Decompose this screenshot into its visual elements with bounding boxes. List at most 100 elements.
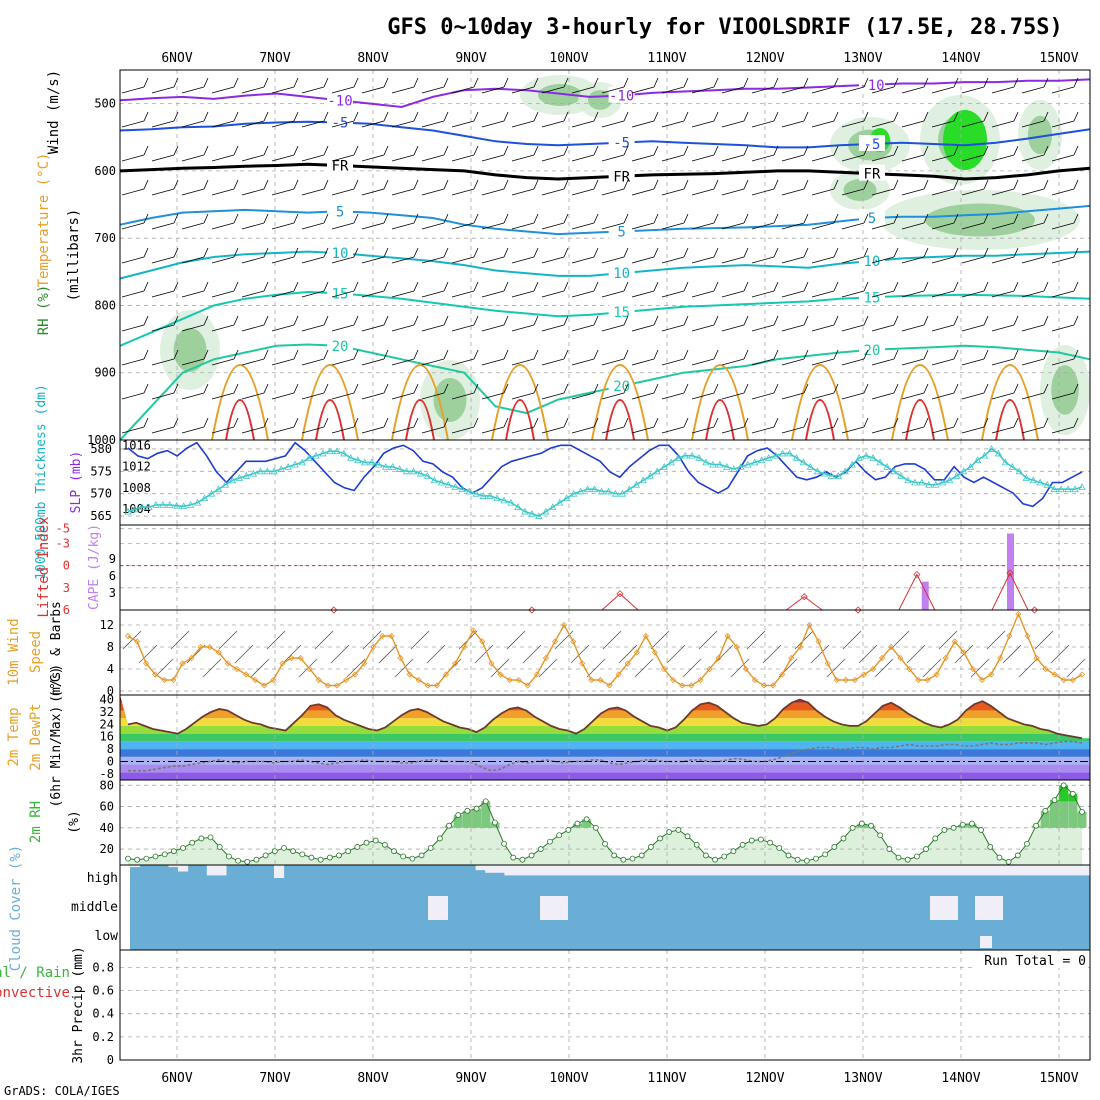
lifted-index-marker xyxy=(330,606,338,614)
wind-barb xyxy=(721,188,745,196)
wind-barb xyxy=(121,222,145,230)
thickness-marker xyxy=(1015,467,1024,475)
lifted-index-tick-label: 0 xyxy=(63,559,70,573)
wind-barb xyxy=(233,315,239,326)
wind-barb xyxy=(773,179,779,190)
lifted-index-marker xyxy=(913,570,921,579)
wind-speed-marker xyxy=(370,643,377,651)
wind-barb xyxy=(893,417,899,428)
contour-label: FR xyxy=(613,169,630,185)
wind-barb xyxy=(211,392,235,400)
wind-barb xyxy=(151,120,175,128)
series-line xyxy=(127,441,1083,508)
wind-barb xyxy=(781,392,805,400)
temperature-tick-label: 0 xyxy=(107,754,114,768)
cloud-gap-high xyxy=(754,865,765,876)
thickness-marker xyxy=(959,467,968,475)
wind-barb xyxy=(323,77,329,88)
date-label-top: 11NOV xyxy=(647,51,686,66)
wind-barb xyxy=(803,111,809,122)
cloud-gap-high xyxy=(811,865,822,876)
wind-barb xyxy=(143,349,149,360)
surface-wind-barb xyxy=(634,658,654,678)
contour-label: -5 xyxy=(864,137,881,153)
wind-barb xyxy=(1051,256,1075,264)
wind-barb xyxy=(563,179,569,190)
wind-barb xyxy=(1043,417,1049,428)
wind-speed-marker xyxy=(978,676,986,684)
wind-barb xyxy=(713,315,719,326)
cape-bar xyxy=(1007,533,1014,610)
wind-barb xyxy=(1073,111,1079,122)
rh-marker xyxy=(923,846,929,852)
wind-barb xyxy=(203,281,209,292)
wind-barb xyxy=(331,324,355,332)
cloud-layer-label: middle xyxy=(71,900,118,915)
wind-barb xyxy=(571,324,595,332)
thickness-marker xyxy=(688,451,696,459)
rh-marker xyxy=(400,853,407,860)
temperature-contour xyxy=(119,343,1091,441)
wind-barb xyxy=(983,417,989,428)
wind-barb xyxy=(121,324,145,332)
rh-tick-label: 60 xyxy=(100,800,114,814)
wind-speed-marker xyxy=(1006,632,1013,640)
wind-speed-marker xyxy=(188,654,195,662)
wind-speed-marker xyxy=(279,660,286,667)
wind-barb xyxy=(541,392,565,400)
wind-barb xyxy=(713,417,719,428)
surface-wind-barb xyxy=(522,644,542,664)
wind-barb xyxy=(1051,222,1075,230)
wind-barb xyxy=(473,213,479,224)
wind-barb xyxy=(713,179,719,190)
wind-barb xyxy=(623,281,629,292)
thickness-marker xyxy=(834,471,842,479)
wind-barb xyxy=(563,417,569,428)
wind-speed-marker xyxy=(888,643,895,651)
lifted-index-marker xyxy=(1030,606,1039,614)
wind-barb xyxy=(563,145,569,156)
wind-barb xyxy=(571,222,595,230)
rh-shading xyxy=(587,90,613,110)
thickness-marker xyxy=(298,458,306,466)
thickness-marker xyxy=(632,480,641,488)
wind-barb xyxy=(721,426,745,434)
wind-barb xyxy=(331,426,355,434)
contour-label-bg xyxy=(608,264,635,281)
wind-barb xyxy=(271,86,295,94)
wind-barb xyxy=(203,349,209,360)
wind-tick-label: 4 xyxy=(107,662,114,676)
contour-label-bg xyxy=(858,340,885,357)
wind-barb xyxy=(263,417,269,428)
wind-barb xyxy=(503,145,509,156)
warm-isotherm xyxy=(591,364,649,441)
wind-barb xyxy=(451,154,475,162)
wind-barb xyxy=(983,315,989,326)
wind-barb xyxy=(953,315,959,326)
wind-speed-marker xyxy=(597,676,604,684)
wind-barb xyxy=(661,86,685,94)
wind-barb xyxy=(571,256,595,264)
panel-cross-section: 500 600 700 800 900 1000 -10 -10 -10 -5 -5 -5 FR FR FR… xyxy=(36,70,1091,447)
thickness-marker xyxy=(674,454,682,461)
wind-barb xyxy=(383,383,389,394)
cloud-gap-high xyxy=(677,865,688,876)
rh-marker xyxy=(776,845,783,851)
thickness-marker xyxy=(214,485,223,493)
wind-barb xyxy=(631,222,655,230)
warm-isotherm xyxy=(211,364,269,441)
cloud-gap-high xyxy=(821,865,832,876)
wind-barb xyxy=(773,349,779,360)
wind-barb xyxy=(1021,188,1045,196)
wind-barb xyxy=(833,315,839,326)
wind-barb xyxy=(653,315,659,326)
wind-barb xyxy=(143,145,149,156)
wind-speed-marker xyxy=(479,638,486,645)
wind-barb xyxy=(563,77,569,88)
thickness-marker xyxy=(528,509,536,517)
wind-barb xyxy=(503,77,509,88)
temperature-contour xyxy=(119,78,1091,109)
wind-barb xyxy=(541,290,565,298)
rh-marker xyxy=(510,854,517,861)
wind-barb xyxy=(751,86,775,94)
